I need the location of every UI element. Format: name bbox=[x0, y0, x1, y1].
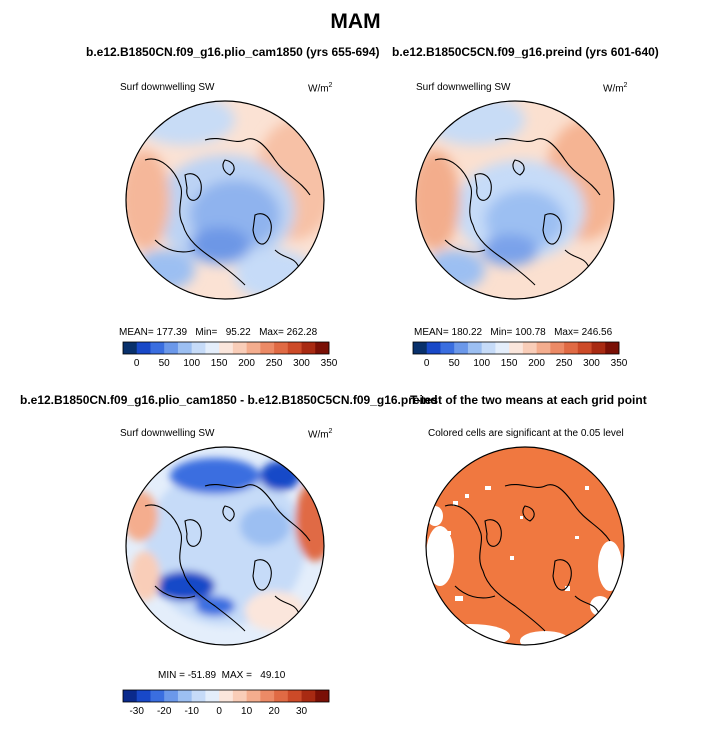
colorbar-preind-swatch bbox=[509, 342, 524, 354]
colorbar-preind-swatch bbox=[440, 342, 455, 354]
colorbar-plio-swatch bbox=[287, 342, 302, 354]
colorbar-preind-swatch bbox=[454, 342, 469, 354]
colorbar-difference-swatch bbox=[177, 690, 192, 702]
colorbar-preind-tick-label: 150 bbox=[501, 358, 518, 369]
colorbar-plio-swatch bbox=[232, 342, 247, 354]
colorbar-plio-tick-label: 350 bbox=[321, 358, 338, 369]
colorbar-difference-swatch bbox=[191, 690, 206, 702]
colorbar-difference-tick-label: 20 bbox=[269, 706, 281, 717]
colorbar-difference-tick-label: 10 bbox=[241, 706, 253, 717]
colorbar-preind-swatch bbox=[426, 342, 441, 354]
panel-2-units: W/m2 bbox=[603, 82, 628, 95]
colorbar-plio-swatch bbox=[219, 342, 234, 354]
colorbar-plio-tick-label: 50 bbox=[159, 358, 171, 369]
colorbar-difference-tick-label: -10 bbox=[184, 706, 199, 717]
colorbar-plio-tick-label: 300 bbox=[293, 358, 310, 369]
colorbar-difference-swatch bbox=[123, 690, 138, 702]
panel-4-subtitle: Colored cells are significant at the 0.0… bbox=[428, 428, 624, 439]
map-preind bbox=[415, 100, 615, 300]
colorbar-plio-tick-label: 0 bbox=[134, 358, 140, 369]
colorbar-plio-swatch bbox=[205, 342, 220, 354]
panel-1-title: b.e12.B1850CN.f09_g16.plio_cam1850 (yrs … bbox=[86, 45, 380, 59]
colorbar-preind-tick-label: 250 bbox=[556, 358, 573, 369]
colorbar-preind-swatch bbox=[481, 342, 496, 354]
colorbar-preind-tick-label: 0 bbox=[424, 358, 430, 369]
colorbar-plio-swatch bbox=[246, 342, 261, 354]
colorbar-preind-tick-label: 100 bbox=[473, 358, 490, 369]
ttest-fill bbox=[426, 447, 624, 645]
panel-3-variable: Surf downwelling SW bbox=[120, 428, 215, 439]
colorbar-preind-tick-label: 50 bbox=[449, 358, 461, 369]
colorbar-difference-tick-label: -20 bbox=[157, 706, 172, 717]
colorbar-difference-tick-label: 0 bbox=[216, 706, 222, 717]
panel-2-stats: MEAN= 180.22 Min= 100.78 Max= 246.56 bbox=[414, 327, 613, 338]
panel-2-title: b.e12.B1850C5CN.f09_g16.preind (yrs 601-… bbox=[392, 45, 659, 59]
colorbar-plio-tick-label: 100 bbox=[183, 358, 200, 369]
panel-4-title: T-test of the two means at each grid poi… bbox=[410, 393, 647, 407]
colorbar-plio: 0 50 100 150 200 250 300 350 bbox=[122, 341, 338, 369]
colorbar-difference-swatch bbox=[205, 690, 220, 702]
colorbar-difference-swatch bbox=[287, 690, 302, 702]
panel-3-units: W/m2 bbox=[308, 428, 333, 441]
colorbar-plio-swatch bbox=[301, 342, 316, 354]
colorbar-difference-swatch bbox=[150, 690, 165, 702]
colorbar-difference-tick-label: -30 bbox=[129, 706, 144, 717]
colorbar-plio-swatch bbox=[150, 342, 165, 354]
colorbar-difference-swatch bbox=[301, 690, 316, 702]
colorbar-preind: 0 50 100 150 200 250 300 350 bbox=[412, 341, 628, 369]
colorbar-difference-swatch bbox=[136, 690, 151, 702]
map-ttest bbox=[425, 446, 625, 646]
panel-1-stats: MEAN= 177.39 Min= 95.22 Max= 262.28 bbox=[119, 327, 318, 338]
colorbar-difference-frame bbox=[122, 689, 330, 703]
colorbar-preind-tick-label: 200 bbox=[528, 358, 545, 369]
colorbar-difference: -30 -20 -10 0 10 20 30 bbox=[122, 689, 330, 717]
colorbar-plio-swatch bbox=[123, 342, 138, 354]
colorbar-preind-swatch bbox=[591, 342, 606, 354]
colorbar-preind-swatch bbox=[536, 342, 551, 354]
colorbar-preind-tick-label: 300 bbox=[583, 358, 600, 369]
colorbar-plio-tick-label: 200 bbox=[238, 358, 255, 369]
colorbar-difference-swatch bbox=[232, 690, 247, 702]
panel-3-stats: MIN = -51.89 MAX = 49.10 bbox=[158, 670, 286, 681]
panel-2-variable: Surf downwelling SW bbox=[416, 82, 511, 93]
map-difference bbox=[125, 446, 325, 646]
colorbar-preind-swatch bbox=[605, 342, 620, 354]
panel-1-units: W/m2 bbox=[308, 82, 333, 95]
colorbar-plio-tick-label: 250 bbox=[266, 358, 283, 369]
colorbar-preind-swatch bbox=[577, 342, 592, 354]
colorbar-difference-swatch bbox=[246, 690, 261, 702]
colorbar-preind-swatch bbox=[413, 342, 428, 354]
colorbar-plio-swatch bbox=[191, 342, 206, 354]
figure-title: MAM bbox=[330, 10, 381, 33]
colorbar-preind-tick-label: 350 bbox=[611, 358, 628, 369]
colorbar-difference-swatch bbox=[315, 690, 330, 702]
colorbar-difference-swatch bbox=[260, 690, 275, 702]
colorbar-plio-swatch bbox=[164, 342, 179, 354]
colorbar-preind-swatch bbox=[495, 342, 510, 354]
colorbar-difference-swatch bbox=[219, 690, 234, 702]
colorbar-plio-swatch bbox=[260, 342, 275, 354]
map-plio bbox=[125, 100, 325, 300]
colorbar-difference-swatch bbox=[164, 690, 179, 702]
colorbar-plio-swatch bbox=[177, 342, 192, 354]
colorbar-preind-swatch bbox=[550, 342, 565, 354]
colorbar-preind-frame bbox=[412, 341, 620, 355]
panel-3-title: b.e12.B1850CN.f09_g16.plio_cam1850 - b.e… bbox=[20, 393, 438, 407]
panel-1-variable: Surf downwelling SW bbox=[120, 82, 215, 93]
colorbar-plio-swatch bbox=[315, 342, 330, 354]
colorbar-plio-frame bbox=[122, 341, 330, 355]
colorbar-difference-swatch bbox=[274, 690, 289, 702]
colorbar-plio-tick-label: 150 bbox=[211, 358, 228, 369]
colorbar-preind-swatch bbox=[522, 342, 537, 354]
colorbar-plio-swatch bbox=[136, 342, 151, 354]
colorbar-preind-swatch bbox=[564, 342, 579, 354]
colorbar-preind-swatch bbox=[467, 342, 482, 354]
colorbar-plio-swatch bbox=[274, 342, 289, 354]
colorbar-difference-tick-label: 30 bbox=[296, 706, 308, 717]
